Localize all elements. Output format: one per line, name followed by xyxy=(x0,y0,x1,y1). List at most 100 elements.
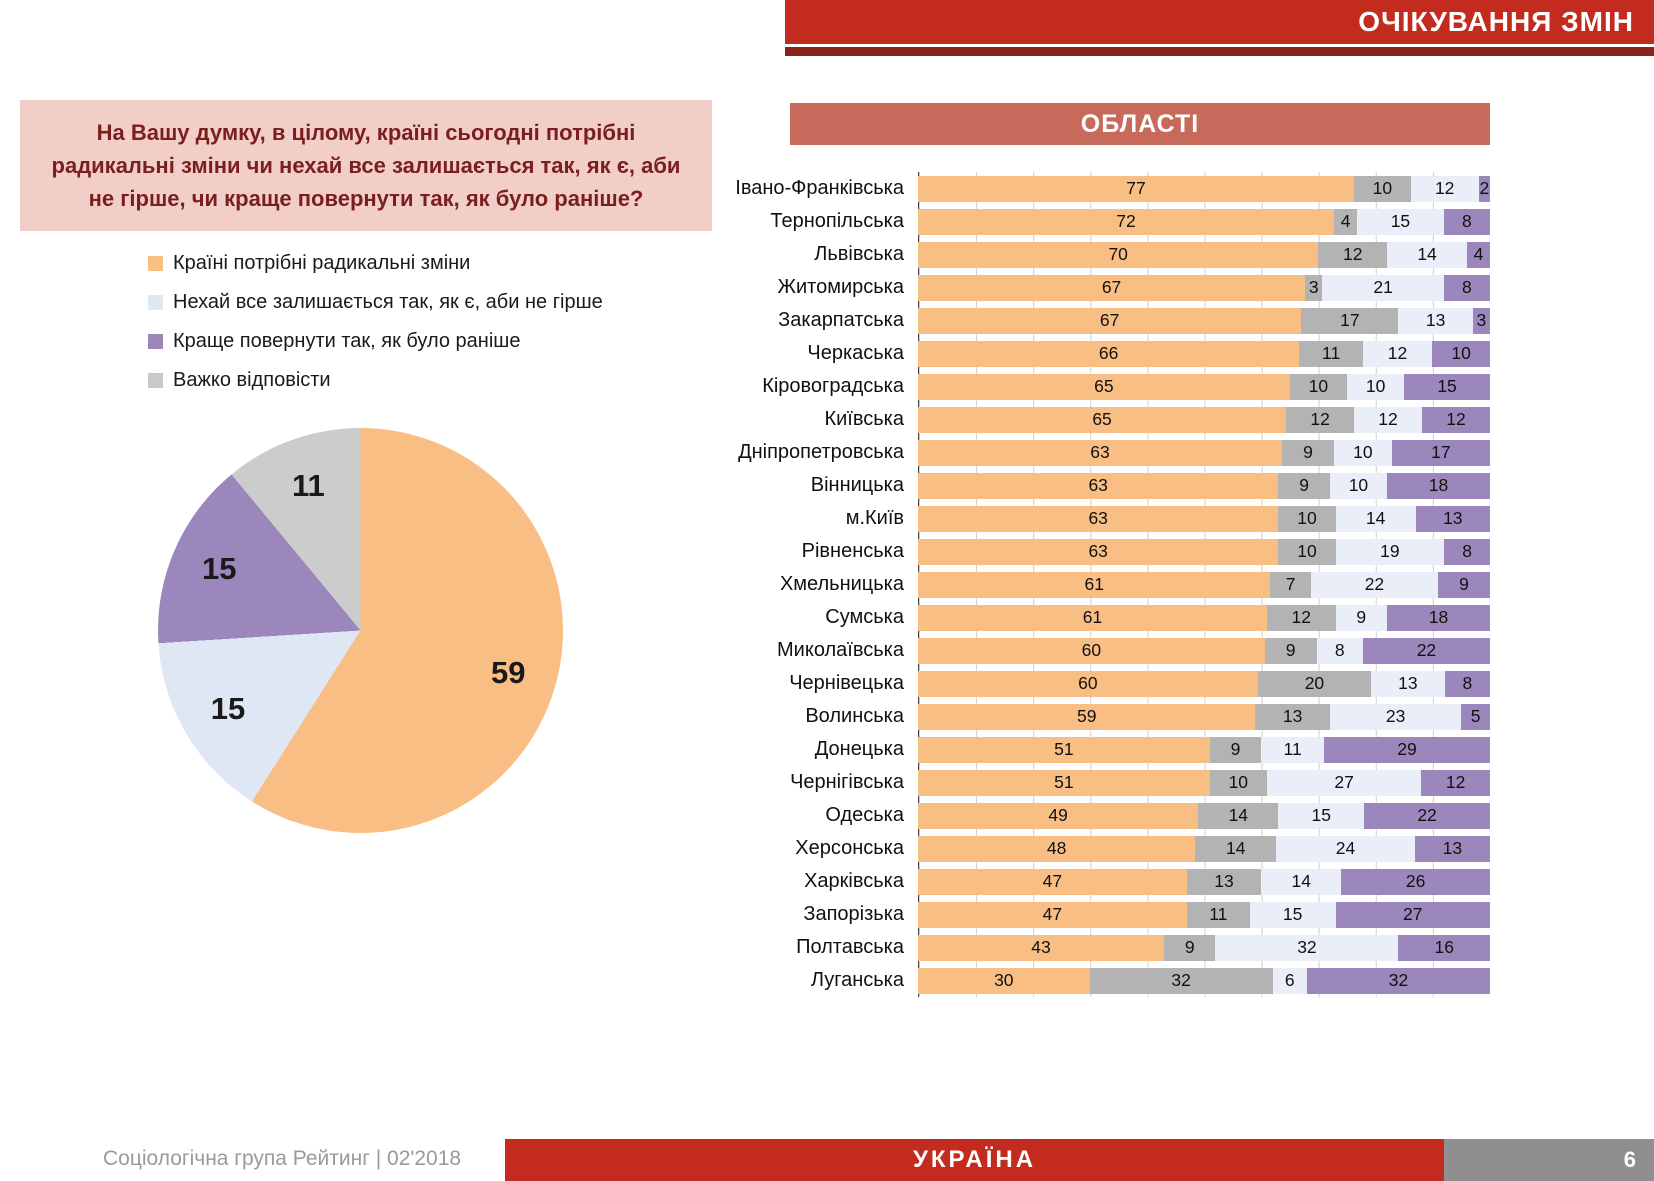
bar-segment-keep: 19 xyxy=(1335,538,1445,565)
bar-row: Запорізька 47 11 15 27 xyxy=(722,898,1490,931)
bar-value: 67 xyxy=(1099,309,1120,330)
bar-segment-return: 22 xyxy=(1362,637,1490,664)
bar-segment-return: 8 xyxy=(1443,274,1490,301)
region-label: Донецька xyxy=(814,738,904,760)
bar-value: 48 xyxy=(1046,837,1067,858)
bar-track: 30 32 6 32 xyxy=(918,967,1490,994)
bar-value: 12 xyxy=(1445,771,1466,792)
bar-row: Луганська 30 32 6 32 xyxy=(722,964,1490,997)
bar-value: 9 xyxy=(1303,441,1313,462)
bar-value: 13 xyxy=(1425,309,1446,330)
bar-value: 15 xyxy=(1390,210,1411,231)
bar-segment-hard: 9 xyxy=(1278,472,1330,499)
region-label: Дніпропетровська xyxy=(738,441,904,463)
bar-track: 49 14 15 22 xyxy=(918,802,1490,829)
bar-track: 60 9 8 22 xyxy=(918,637,1490,664)
bar-value: 12 xyxy=(1342,243,1363,264)
bar-segment-hard: 10 xyxy=(1278,505,1336,532)
bar-track: 63 9 10 18 xyxy=(918,472,1490,499)
bar-segment-keep: 22 xyxy=(1310,571,1438,598)
legend-label: Краще повернути так, як було раніше xyxy=(173,330,521,352)
bar-value: 9 xyxy=(1459,573,1469,594)
region-label: Чернігівська xyxy=(790,771,904,793)
bar-segment-hard: 11 xyxy=(1186,901,1250,928)
bar-track: 61 7 22 9 xyxy=(918,571,1490,598)
bar-track: 67 17 13 3 xyxy=(918,307,1490,334)
bar-segment-return: 29 xyxy=(1324,736,1490,763)
bar-value: 13 xyxy=(1398,672,1418,693)
bar-value: 10 xyxy=(1353,441,1373,462)
bar-value: 11 xyxy=(1322,342,1341,363)
bar-track: 63 10 14 13 xyxy=(918,505,1490,532)
bar-value: 11 xyxy=(1209,903,1228,924)
bar-value: 13 xyxy=(1214,870,1234,891)
bar-value: 59 xyxy=(1077,705,1097,726)
bar-segment-return: 5 xyxy=(1461,703,1490,730)
bar-row: м.Київ 63 10 14 13 xyxy=(722,502,1490,535)
bar-row: Дніпропетровська 63 9 10 17 xyxy=(722,436,1490,469)
bar-value: 32 xyxy=(1297,936,1317,957)
bar-value: 6 xyxy=(1284,969,1295,990)
bar-value: 12 xyxy=(1434,177,1455,198)
bar-segment-radical: 63 xyxy=(918,505,1279,532)
legend-swatch xyxy=(148,373,163,388)
slide-title: ОЧІКУВАННЯ ЗМІН xyxy=(1358,6,1634,37)
bar-row: Вінницька 63 9 10 18 xyxy=(722,469,1490,502)
bar-value: 61 xyxy=(1084,573,1104,594)
bar-value: 22 xyxy=(1417,804,1437,825)
bar-segment-hard: 13 xyxy=(1255,703,1330,730)
bar-track: 43 9 32 16 xyxy=(918,934,1490,961)
bar-segment-radical: 51 xyxy=(918,769,1210,796)
bar-value: 43 xyxy=(1031,936,1051,957)
bar-segment-keep: 24 xyxy=(1276,835,1415,862)
bar-track: 47 11 15 27 xyxy=(918,901,1490,928)
pie-disc xyxy=(158,428,563,833)
bar-value: 12 xyxy=(1446,408,1466,429)
bar-value: 72 xyxy=(1116,210,1136,231)
bar-row: Київська 65 12 12 12 xyxy=(722,403,1490,436)
bar-segment-radical: 67 xyxy=(918,307,1302,334)
bar-value: 16 xyxy=(1434,936,1454,957)
bar-track: 63 10 19 8 xyxy=(918,538,1490,565)
question-box: На Вашу думку, в цілому, країні сьогодні… xyxy=(20,100,712,231)
bar-segment-hard: 13 xyxy=(1186,868,1262,895)
stacked-bar-chart: Івано-Франківська 77 10 12 2 Тернопільська 72 4… xyxy=(722,172,1490,1000)
pie-slice-label: 15 xyxy=(210,690,246,726)
bar-value: 12 xyxy=(1310,408,1330,429)
bar-segment-radical: 60 xyxy=(918,637,1265,664)
bar-segment-return: 18 xyxy=(1387,604,1490,631)
bar-value: 32 xyxy=(1388,969,1409,990)
bar-segment-keep: 14 xyxy=(1261,868,1342,895)
bar-value: 12 xyxy=(1387,342,1408,363)
bar-value: 60 xyxy=(1078,672,1098,693)
title-banner: ОЧІКУВАННЯ ЗМІН xyxy=(785,0,1654,44)
source-credit: Соціологічна група Рейтинг | 02'2018 xyxy=(103,1147,462,1170)
bar-value: 13 xyxy=(1443,507,1463,528)
bar-segment-hard: 17 xyxy=(1301,307,1399,334)
bar-value: 13 xyxy=(1442,837,1463,858)
bar-row: Черкаська 66 11 12 10 xyxy=(722,337,1490,370)
legend-item: Краще повернути так, як було раніше xyxy=(148,330,603,353)
bar-segment-hard: 9 xyxy=(1282,439,1334,466)
bar-segment-hard: 7 xyxy=(1270,571,1311,598)
bar-segment-hard: 10 xyxy=(1354,175,1411,202)
bar-segment-radical: 61 xyxy=(918,571,1271,598)
bar-track: 65 10 10 15 xyxy=(918,373,1490,400)
region-label: м.Київ xyxy=(845,507,904,529)
legend-swatch xyxy=(148,256,163,271)
bar-segment-radical: 47 xyxy=(918,868,1187,895)
bar-segment-keep: 13 xyxy=(1371,670,1445,697)
bar-row: Одеська 49 14 15 22 xyxy=(722,799,1490,832)
bar-value: 10 xyxy=(1451,342,1471,363)
bar-segment-keep: 10 xyxy=(1329,472,1388,499)
bar-row: Волинська 59 13 23 5 xyxy=(722,700,1490,733)
pie-slice-label: 15 xyxy=(202,551,237,587)
bar-track: 60 20 13 8 xyxy=(918,670,1490,697)
bar-segment-keep: 13 xyxy=(1398,307,1473,334)
region-label: Кіровоградська xyxy=(762,375,904,397)
bar-segment-return: 32 xyxy=(1306,967,1490,994)
bar-segment-keep: 6 xyxy=(1272,967,1307,994)
bar-value: 3 xyxy=(1308,276,1319,297)
region-label: Миколаївська xyxy=(777,639,904,661)
bar-segment-return: 12 xyxy=(1422,406,1490,433)
